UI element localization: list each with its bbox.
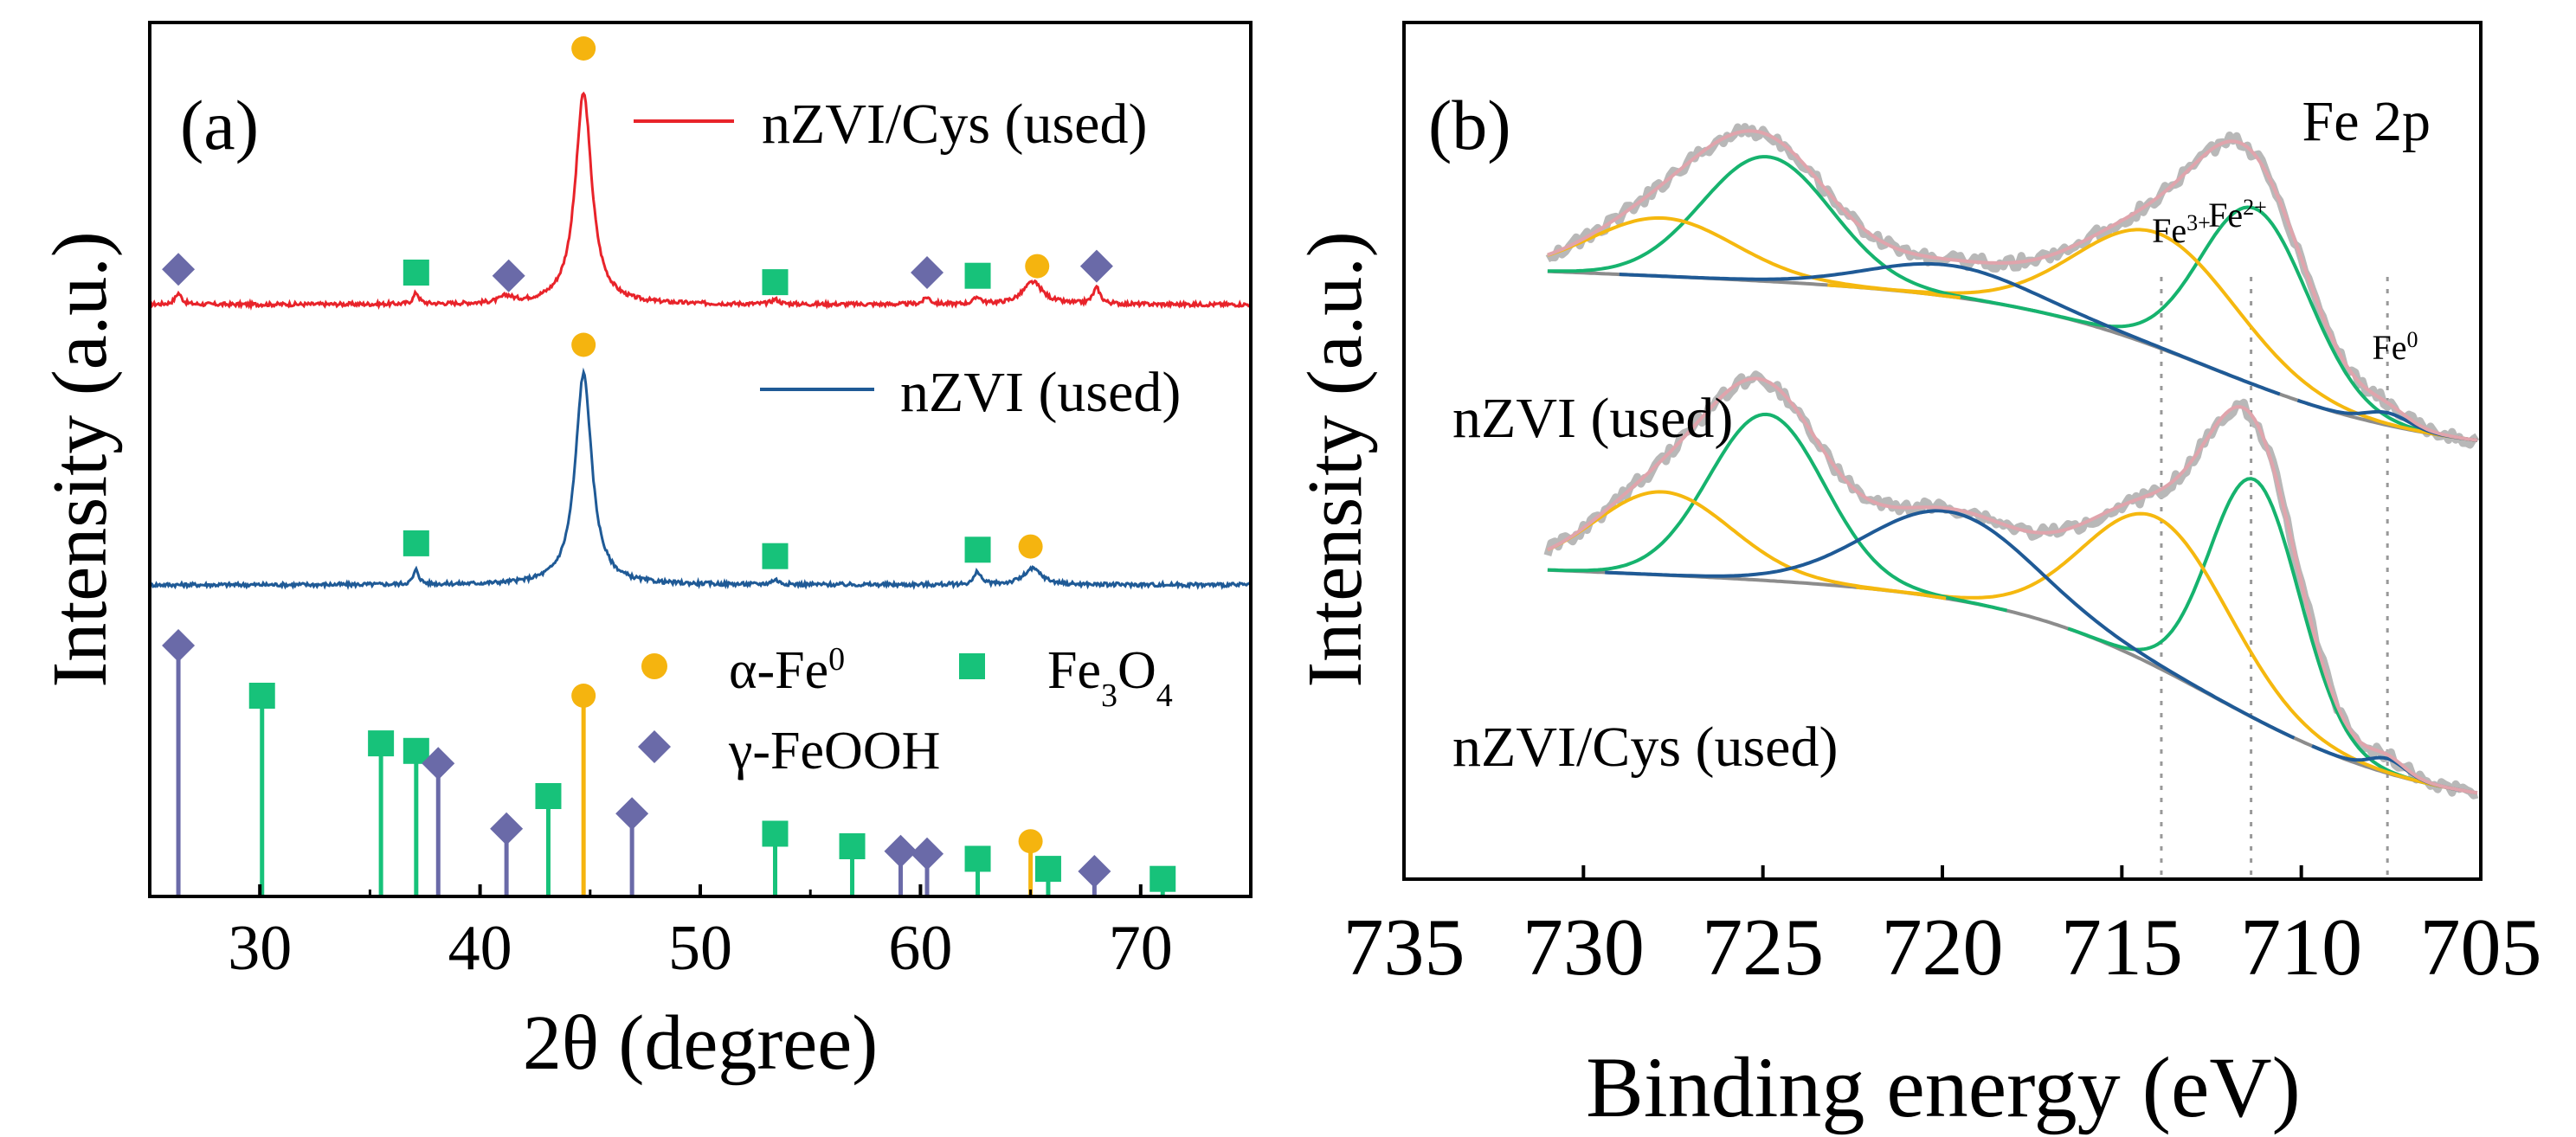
xps-envelope-nzvi-used: [1547, 129, 2478, 442]
reference-stick-marker-0: [162, 629, 196, 662]
panel-b-tick-label-705: 705: [2420, 903, 2542, 992]
marker-nzvi-used-2: [762, 543, 789, 569]
xrd-series-nzvi-cys-used: [149, 91, 1253, 312]
reference-stick-marker-17: [1150, 865, 1176, 892]
marker-nzvi-cys-used-4: [762, 269, 789, 296]
marker-nzvi-cys-used-7: [1025, 254, 1050, 279]
label-fe2plus: Fe2+: [2208, 195, 2267, 235]
marker-nzvi-cys-used-8: [1079, 249, 1113, 283]
spectrum-label-nzvi-used: nZVI (used): [1452, 387, 1733, 450]
panel-a-tick-label-60: 60: [888, 913, 952, 984]
panel-b-tick-label-725: 725: [1702, 903, 1824, 992]
panel-b-x-ticks: 735 730 725 720 715 710 705: [1343, 865, 2542, 992]
legend-label-nzvi-cys-used: nZVI/Cys (used): [762, 93, 1147, 156]
legend-label-fe3o4: Fe3O4: [1047, 641, 1173, 714]
marker-nzvi-cys-used-3: [571, 36, 596, 61]
panel-a-y-axis-label: Intensity (a.u.): [37, 231, 123, 687]
panel-a-series-legend: nZVI/Cys (used) nZVI (used): [634, 93, 1181, 424]
panel-a-phase-legend: α-Fe0 Fe3O4 γ-FeOOH: [638, 641, 1173, 780]
panel-a: 30 40 50 60 70 (a) 2θ (degree) Intensity (a.…: [37, 21, 1253, 1086]
reference-stick-marker-8: [615, 797, 649, 831]
xps-component-nzvi-used-fe3-2p3-2: [1827, 228, 2478, 442]
reference-stick-marker-3: [402, 737, 429, 764]
reference-stick-marker-7: [571, 684, 596, 708]
panel-b-tick-label-720: 720: [1882, 903, 2004, 992]
xps-component-nzvi-cys-used-fe3-2p1-2: [1547, 490, 1947, 601]
label-fe0: Fe0: [2373, 327, 2418, 368]
legend-label-alpha-fe: α-Fe0: [729, 641, 845, 700]
panel-a-tick-label-30: 30: [228, 913, 292, 984]
marker-nzvi-used-3: [964, 536, 991, 563]
xps-component-nzvi-used-fe3-2p1-2: [1547, 215, 1961, 300]
legend-marker-gamma-feooh: [638, 730, 671, 763]
panel-a-tick-label-40: 40: [448, 913, 512, 984]
panel-a-label: (a): [180, 86, 259, 164]
reference-stick-marker-4: [422, 747, 455, 780]
panel-b-tick-label-735: 735: [1343, 903, 1465, 992]
marker-nzvi-cys-used-1: [402, 260, 429, 286]
reference-stick-marker-15: [1034, 856, 1061, 883]
xps-component-nzvi-cys-used-fe2-2p3-2: [2067, 477, 2442, 788]
panel-a-plot-area: [148, 36, 1253, 896]
panel-a-tick-label-50: 50: [668, 913, 732, 984]
reference-stick-marker-10: [839, 833, 866, 859]
marker-nzvi-cys-used-6: [964, 262, 991, 289]
panel-b-y-axis-label: Intensity (a.u.): [1292, 231, 1378, 687]
legend-marker-fe3o4: [959, 653, 985, 679]
legend-marker-alpha-fe: [641, 653, 667, 679]
xps-envelope-nzvi-cys-used: [1547, 376, 2478, 795]
marker-nzvi-cys-used-2: [492, 259, 525, 292]
xps-component-nzvi-used-fe2-2p1-2: [1547, 155, 2037, 313]
marker-nzvi-cys-used-5: [911, 256, 944, 289]
legend-label-nzvi-used: nZVI (used): [900, 361, 1181, 424]
reference-stick-marker-14: [1018, 829, 1043, 854]
marker-nzvi-used-1: [571, 332, 596, 357]
reference-stick-marker-16: [1078, 855, 1111, 888]
xps-component-nzvi-cys-used-fe2-2p1-2: [1547, 412, 2008, 613]
panel-b-tick-label-710: 710: [2240, 903, 2362, 992]
xps-component-nzvi-cys-used-satellite: [1605, 509, 2296, 740]
reference-stick-marker-11: [884, 834, 918, 868]
reference-stick-marker-13: [964, 845, 991, 872]
reference-stick-marker-1: [248, 683, 275, 709]
panel-b-tick-label-730: 730: [1523, 903, 1645, 992]
marker-nzvi-cys-used-0: [162, 253, 196, 286]
panel-a-tick-label-70: 70: [1109, 913, 1173, 984]
panel-a-x-ticks: 30 40 50 60 70: [148, 884, 1253, 984]
reference-stick-marker-5: [490, 812, 524, 845]
panel-b-label: (b): [1428, 86, 1511, 164]
panel-b-reference-labels: Fe3+ Fe2+ Fe0: [2152, 195, 2418, 368]
reference-stick-marker-2: [368, 730, 395, 757]
xrd-series-nzvi-used: [148, 367, 1253, 591]
reference-stick-marker-6: [535, 783, 562, 809]
panel-b-plot-area: [1543, 123, 2480, 879]
xps-component-nzvi-used-satellite: [1619, 261, 2281, 396]
reference-stick-marker-9: [762, 820, 789, 847]
panel-b-title: Fe 2p: [2302, 90, 2431, 153]
legend-label-gamma-feooh: γ-FeOOH: [728, 722, 940, 780]
panel-b: 735 730 725 720 715 710 705 (b) Fe 2p Binding …: [1292, 21, 2542, 1135]
marker-nzvi-used-0: [402, 530, 429, 556]
panel-b-tick-label-715: 715: [2061, 903, 2183, 992]
panel-a-x-axis-label: 2θ (degree): [523, 1000, 878, 1086]
panel-b-x-axis-label: Binding energy (eV): [1586, 1039, 2301, 1135]
marker-nzvi-used-4: [1018, 534, 1043, 559]
label-fe3plus: Fe3+: [2152, 210, 2211, 251]
spectrum-label-nzvi-cys-used: nZVI/Cys (used): [1452, 716, 1838, 779]
reference-stick-marker-12: [911, 837, 944, 870]
